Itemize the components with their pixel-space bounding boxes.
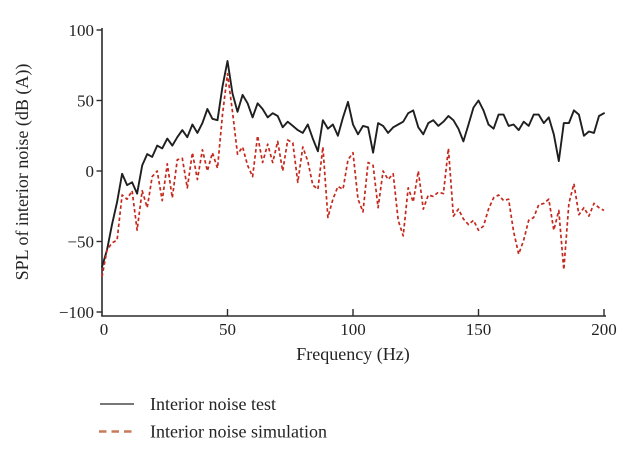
x-axis-title: Frequency (Hz) xyxy=(296,344,409,365)
series-simulation-line xyxy=(101,72,605,277)
legend-test-label: Interior noise test xyxy=(150,394,276,414)
y-tick-labels: 100 50 0 −50 −100 xyxy=(59,21,94,322)
y-tick-label-100: 100 xyxy=(69,21,95,40)
y-tick-label-0: 0 xyxy=(86,162,95,181)
y-axis-title: SPL of interior noise (dB (A)) xyxy=(12,64,33,281)
legend-item-test: Interior noise test xyxy=(100,394,276,414)
y-tick-label-neg100: −100 xyxy=(59,303,94,322)
x-tick-label-50: 50 xyxy=(219,320,236,339)
y-tick-label-neg50: −50 xyxy=(67,233,94,252)
x-tick-label-0: 0 xyxy=(100,320,109,339)
axes xyxy=(96,28,606,317)
legend: Interior noise test Interior noise simul… xyxy=(99,394,327,442)
y-tick-label-50: 50 xyxy=(77,92,94,111)
legend-item-simulation: Interior noise simulation xyxy=(99,422,327,442)
legend-simulation-label: Interior noise simulation xyxy=(150,422,327,442)
x-tick-labels: 0 50 100 150 200 xyxy=(100,320,617,339)
x-tick-label-150: 150 xyxy=(466,320,492,339)
x-tick-label-100: 100 xyxy=(340,320,366,339)
x-tick-label-200: 200 xyxy=(591,320,617,339)
series-test-line xyxy=(101,60,605,268)
